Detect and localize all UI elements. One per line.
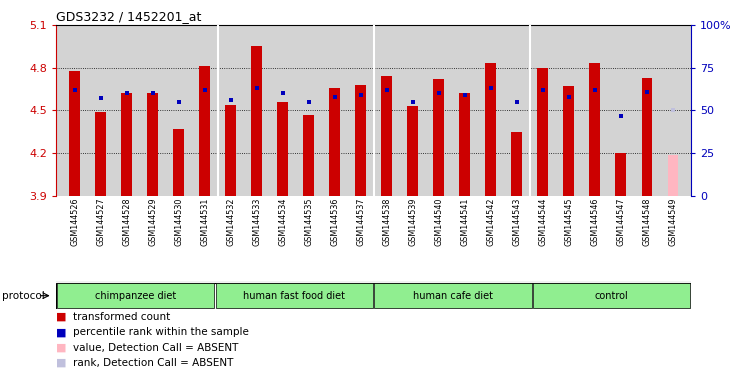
Text: ■: ■: [56, 327, 67, 337]
Bar: [668, 154, 678, 196]
Text: GSM144539: GSM144539: [408, 197, 417, 246]
Text: GSM144549: GSM144549: [668, 197, 677, 246]
Bar: [374, 283, 532, 308]
Bar: [252, 46, 262, 196]
Text: percentile rank within the sample: percentile rank within the sample: [73, 327, 249, 337]
Bar: [199, 66, 210, 196]
Bar: [216, 283, 373, 308]
Text: rank, Detection Call = ABSENT: rank, Detection Call = ABSENT: [73, 358, 234, 368]
Text: GSM144529: GSM144529: [148, 197, 157, 246]
Bar: [95, 112, 106, 196]
Bar: [382, 76, 392, 196]
Bar: [277, 102, 288, 196]
Text: GSM144542: GSM144542: [486, 197, 495, 246]
Bar: [563, 86, 574, 196]
Text: human cafe diet: human cafe diet: [413, 291, 493, 301]
Text: GSM144536: GSM144536: [330, 197, 339, 246]
Text: transformed count: transformed count: [73, 312, 170, 322]
Text: ■: ■: [56, 343, 67, 353]
Text: GSM144526: GSM144526: [70, 197, 79, 246]
Bar: [122, 93, 131, 196]
Text: GSM144531: GSM144531: [200, 197, 209, 246]
Bar: [69, 71, 80, 196]
Text: value, Detection Call = ABSENT: value, Detection Call = ABSENT: [73, 343, 238, 353]
Text: GSM144535: GSM144535: [304, 197, 313, 246]
Bar: [532, 283, 690, 308]
Text: control: control: [595, 291, 629, 301]
Text: human fast food diet: human fast food diet: [243, 291, 345, 301]
Text: GSM144541: GSM144541: [460, 197, 469, 246]
Bar: [511, 132, 522, 196]
Text: GSM144527: GSM144527: [96, 197, 105, 246]
Bar: [303, 115, 314, 196]
Bar: [538, 68, 548, 196]
Text: GSM144532: GSM144532: [226, 197, 235, 246]
Bar: [173, 129, 184, 196]
Text: GSM144543: GSM144543: [512, 197, 521, 246]
Text: ■: ■: [56, 358, 67, 368]
Text: protocol: protocol: [2, 291, 44, 301]
Bar: [433, 79, 444, 196]
Text: GSM144537: GSM144537: [356, 197, 365, 246]
Bar: [330, 88, 339, 196]
Text: GSM144548: GSM144548: [642, 197, 651, 246]
Text: GSM144530: GSM144530: [174, 197, 183, 246]
Text: GSM144547: GSM144547: [617, 197, 625, 246]
Text: GSM144538: GSM144538: [382, 197, 391, 246]
Text: ■: ■: [56, 312, 67, 322]
Bar: [408, 106, 418, 196]
Bar: [57, 283, 215, 308]
Bar: [485, 63, 496, 196]
Text: GSM144528: GSM144528: [122, 197, 131, 246]
Bar: [460, 93, 470, 196]
Bar: [590, 63, 600, 196]
Text: GDS3232 / 1452201_at: GDS3232 / 1452201_at: [56, 10, 202, 23]
Text: GSM144534: GSM144534: [278, 197, 287, 246]
Bar: [616, 153, 626, 196]
Text: chimpanzee diet: chimpanzee diet: [95, 291, 176, 301]
Bar: [641, 78, 652, 196]
Text: GSM144533: GSM144533: [252, 197, 261, 246]
Text: GSM144545: GSM144545: [564, 197, 573, 246]
Text: GSM144546: GSM144546: [590, 197, 599, 246]
Text: GSM144544: GSM144544: [538, 197, 547, 246]
Bar: [225, 105, 236, 196]
Text: GSM144540: GSM144540: [434, 197, 443, 246]
Bar: [147, 93, 158, 196]
Bar: [355, 85, 366, 196]
